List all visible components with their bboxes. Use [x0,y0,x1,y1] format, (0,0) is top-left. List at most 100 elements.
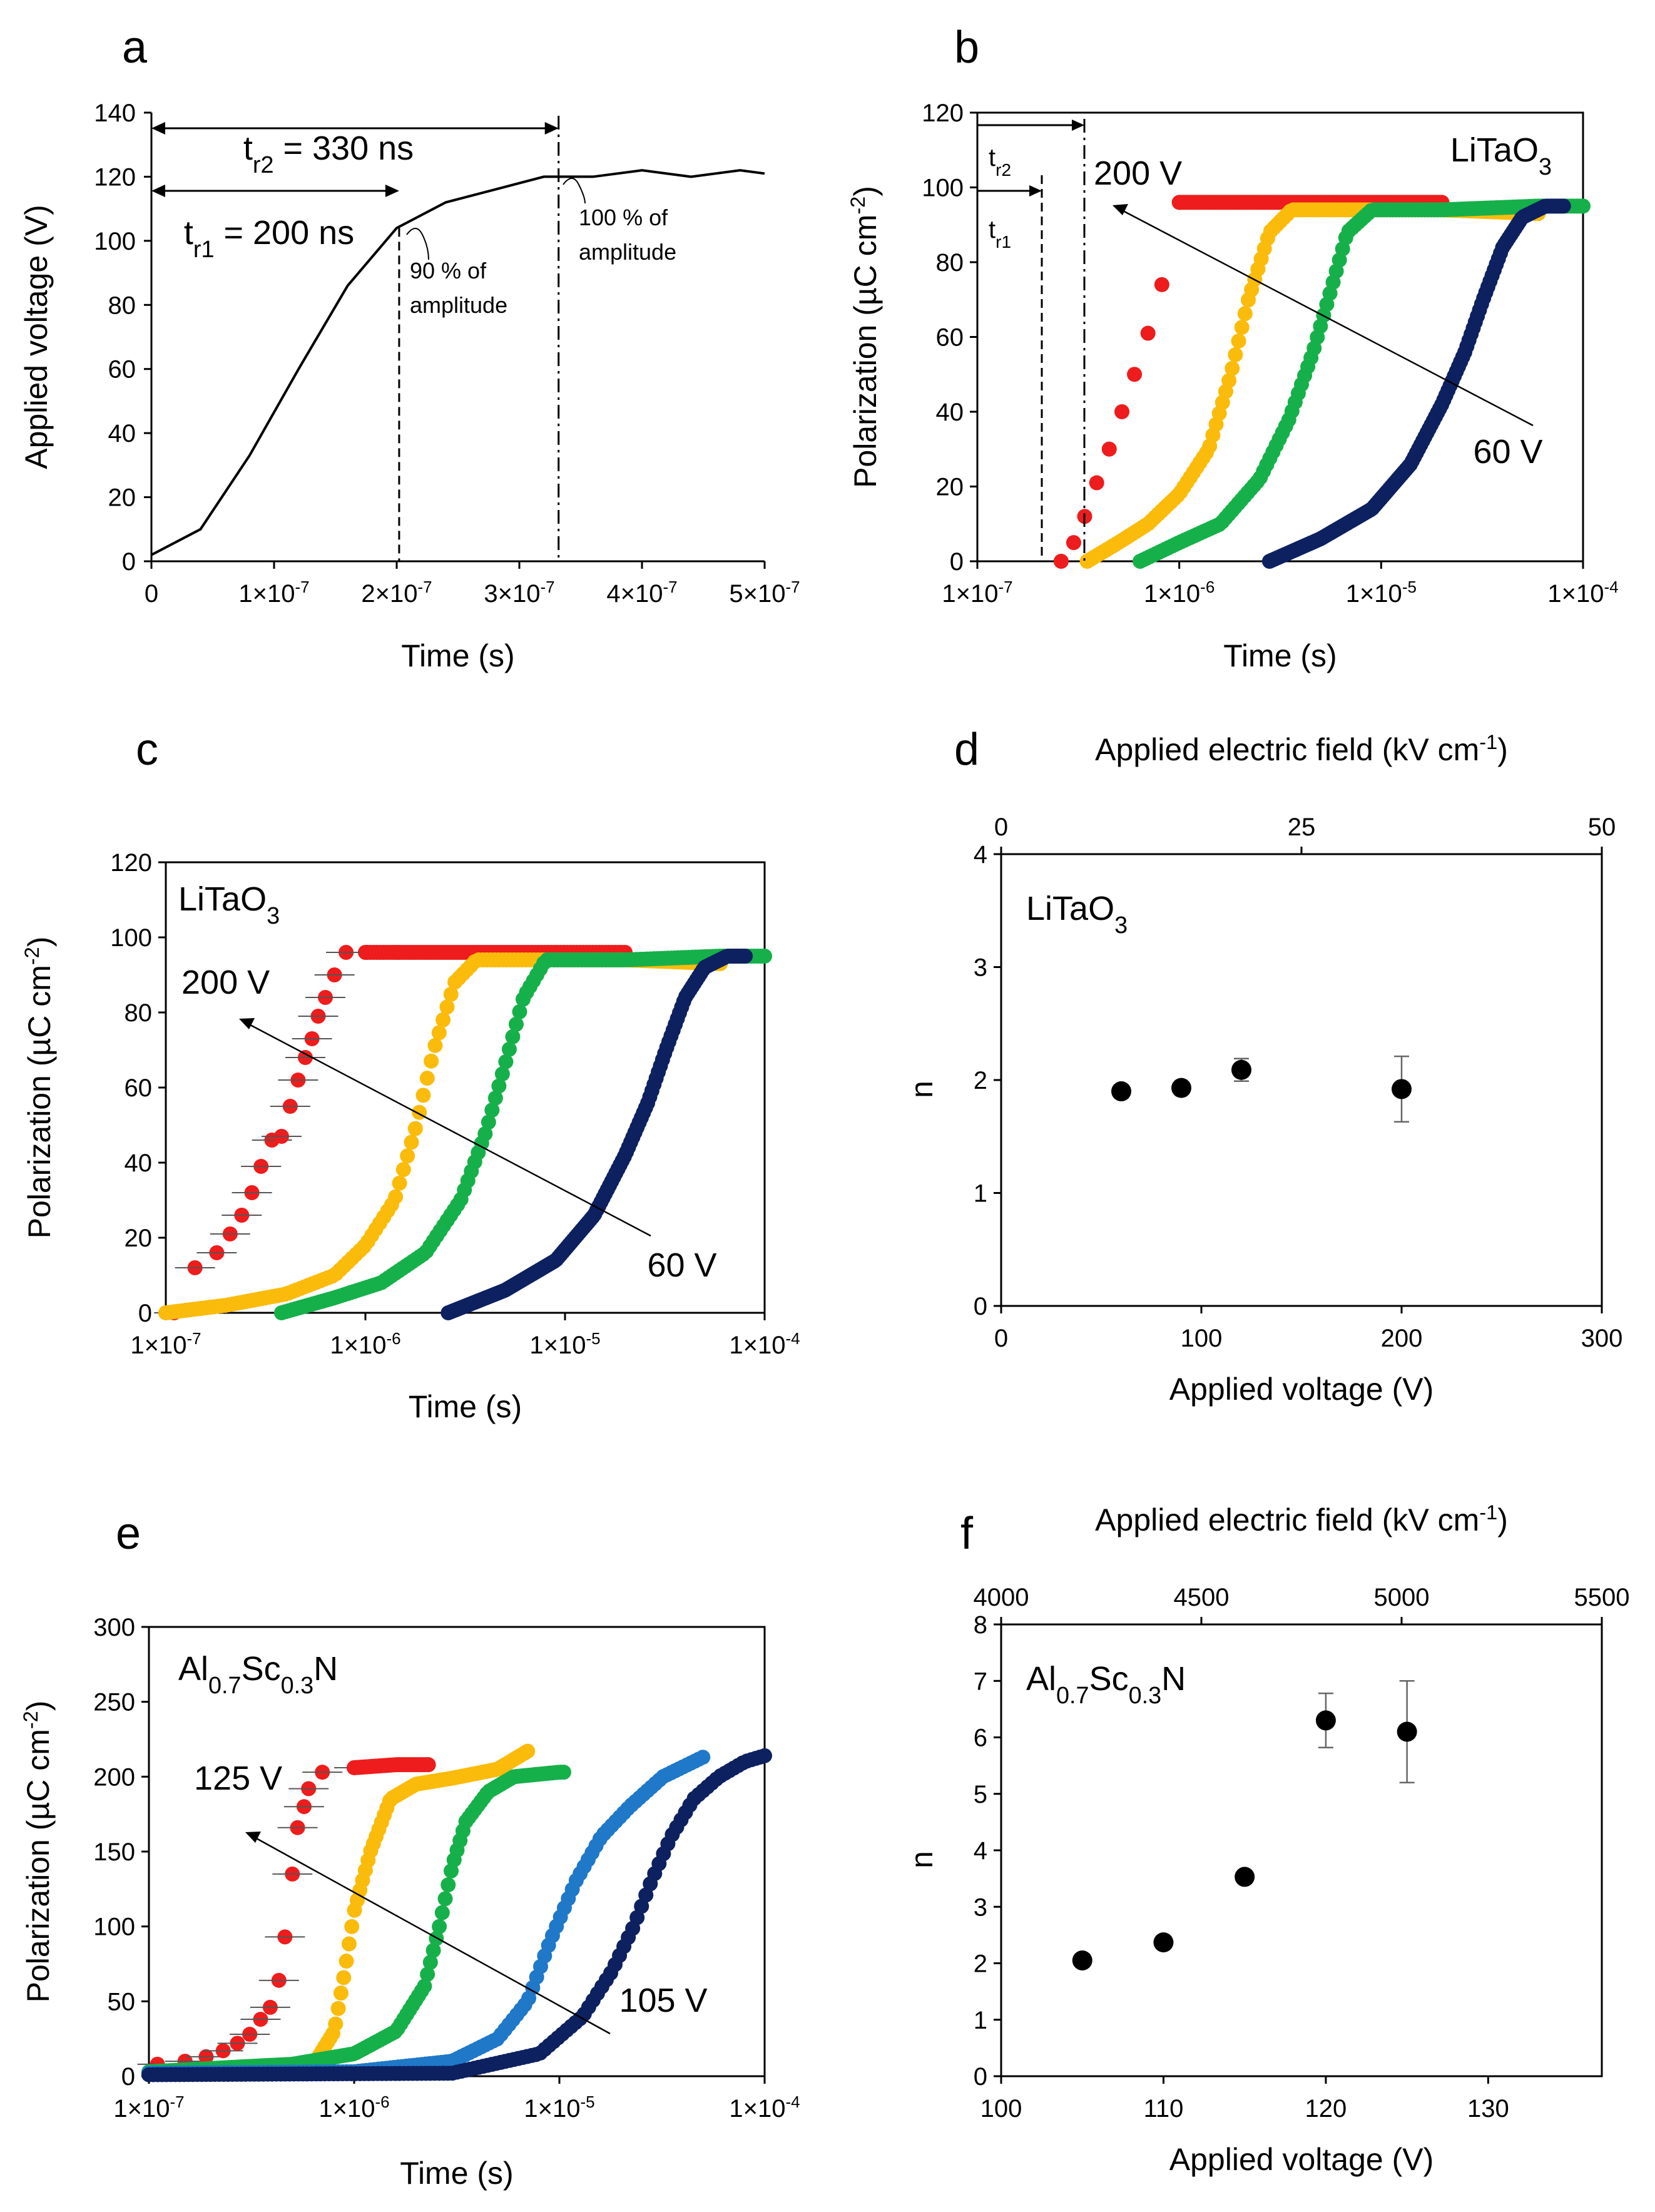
a-tr1-arrow-head-right [385,185,399,197]
f-x2tick-label: 5500 [1574,1584,1630,1611]
e-point-yellow [344,1919,360,1934]
a-ytick-label: 20 [108,484,136,512]
c-ytick-label: 120 [110,849,152,877]
f-ytick-label: 1 [974,2007,987,2034]
e-point-green [440,1877,456,1893]
b-point-200V [1127,367,1143,382]
d-x2tick-label: 25 [1288,813,1316,841]
e-ytick-label: 0 [121,2063,135,2091]
e-point-green [425,1942,441,1958]
b-material-label: LiTaO3 [1450,131,1552,180]
b-xlabel: Time (s) [1223,638,1337,673]
c-point-green [487,1090,503,1106]
a-amp100-line1: 100 % of [579,205,668,230]
e-point-green [417,1979,432,1994]
f-ytick-label: 5 [974,1781,987,1808]
a-ytick-label: 0 [122,548,136,576]
b-arrow-end-label: 60 V [1473,433,1542,471]
f-ytick-label: 7 [974,1668,987,1695]
d-x2label: Applied electric field (kV cm-1) [1095,731,1508,767]
f-ylabel: n [904,1851,939,1868]
a-tr2-arrow-head-left [151,122,165,135]
c-point-yellow [443,986,459,1002]
a-tr1-label: tr1 = 200 ns [184,214,354,263]
c-ytick-label: 100 [110,924,152,952]
c-ytick-label: 60 [125,1074,153,1102]
c-trend-arrow [250,1024,651,1237]
c-point-yellow [415,1088,431,1103]
panel-label-e: e [116,1509,141,1559]
e-ytick-label: 250 [93,1689,135,1716]
c-point-green [481,1114,496,1130]
b-point-yellow [1231,334,1246,349]
e-point-yellow [520,1743,536,1759]
b-ytick-label: 80 [936,249,964,277]
panel-label-b: b [954,23,979,73]
c-point-yellow [427,1037,443,1053]
d-ytick-label: 1 [974,1180,987,1208]
a-xlabel: Time (s) [401,638,514,673]
f-x2tick-label: 4000 [974,1584,1029,1611]
b-xtick-label: 1×10-5 [1346,578,1417,608]
e-ytick-label: 150 [93,1838,135,1866]
d-xtick-label: 100 [1181,1325,1223,1352]
b-xtick-label: 1×10-7 [942,578,1012,608]
b-ytick-label: 40 [936,399,964,426]
c-point-yellow [419,1071,435,1086]
e-xtick-label: 1×10-4 [729,2092,800,2123]
d-xlabel: Applied voltage (V) [1169,1372,1433,1407]
f-ytick-label: 8 [974,1611,987,1639]
b-plot-frame [976,111,1584,563]
c-trend-arrow-head [239,1018,255,1029]
d-ylabel: n [904,1081,939,1098]
b-point-200V [1154,277,1169,292]
b-tr1-label: tr1 [989,216,1011,252]
b-ylabel: Polarization (µC cm-2) [847,186,883,488]
c-ylabel: Polarization (µC cm-2) [21,937,57,1239]
b-xtick-label: 1×10-4 [1547,578,1618,608]
e-point-green [434,1905,450,1920]
d-xtick-label: 300 [1581,1325,1623,1352]
c-point-yellow [431,1025,447,1041]
d-x2tick-label: 50 [1588,813,1616,841]
f-data-point [1153,1932,1174,1953]
a-voltage-line [151,169,765,556]
f-data-point [1315,1710,1336,1731]
f-ytick-label: 2 [974,1950,987,1978]
c-point-green [508,1016,524,1032]
c-xlabel: Time (s) [409,1389,522,1424]
a-ylabel: Applied voltage (V) [19,205,54,469]
a-tr1-arrow-head-left [151,185,165,197]
c-point-green [484,1103,500,1118]
d-material-label: LiTaO3 [1026,890,1128,939]
a-xtick-label: 1×10-7 [238,578,309,608]
b-point-yellow [1234,320,1250,335]
f-xtick-label: 110 [1144,2095,1184,2123]
e-xtick-label: 1×10-5 [524,2092,594,2123]
a-ytick-label: 60 [108,356,136,384]
e-ylabel: Polarization (µC cm-2) [19,1701,56,2003]
a-squiggle-90 [406,228,429,260]
panel-label-c: c [136,725,158,775]
a-tr2-label: tr2 = 330 ns [243,130,414,178]
d-ytick-label: 3 [974,954,987,982]
c-arrow-end-label: 60 V [647,1246,716,1284]
e-point-yellow [330,2000,346,2016]
b-ytick-label: 120 [922,99,964,127]
b-trend-arrow [1123,210,1534,427]
d-x2tick-label: 0 [994,813,1008,841]
c-point-green [512,1004,527,1019]
c-point-60V [738,949,753,964]
a-xtick-label: 3×10-7 [484,578,554,608]
e-material-label: Al0.7Sc0.3N [178,1650,338,1699]
b-point-green [1576,198,1591,214]
b-point-200V [1053,554,1069,569]
c-point-green [498,1054,514,1069]
e-point-yellow [339,1954,354,1969]
c-point-yellow [424,1053,439,1069]
a-ytick-label: 120 [94,163,136,191]
c-point-green [757,949,772,964]
e-ytick-label: 100 [93,1914,135,1941]
e-point-green [420,1967,435,1982]
d-data-point [1171,1078,1191,1098]
